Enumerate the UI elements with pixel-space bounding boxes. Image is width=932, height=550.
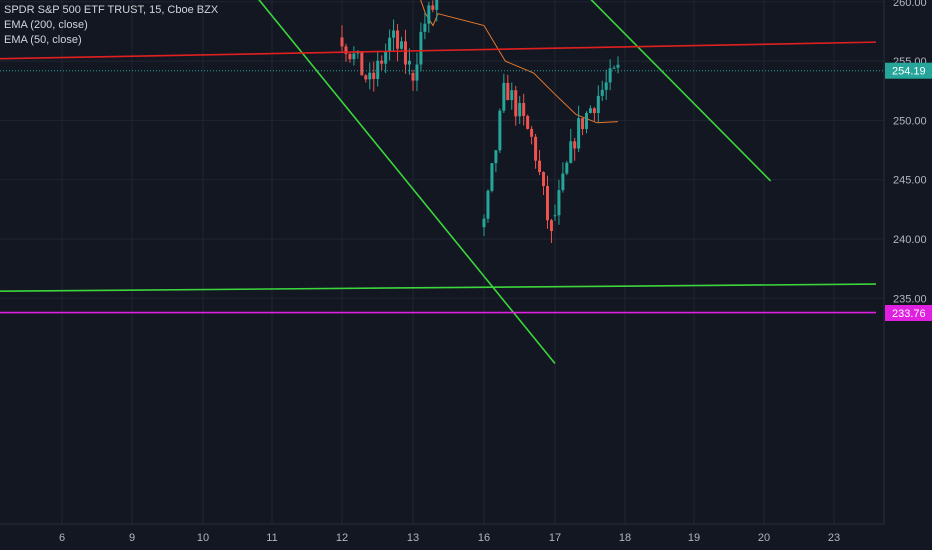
candle-body (392, 30, 396, 38)
upper-trendline[interactable] (0, 0, 772, 182)
candle-body (407, 60, 411, 65)
candle-body (510, 90, 514, 101)
candle-body (561, 173, 565, 191)
green-support[interactable] (0, 283, 877, 292)
candle-body (427, 5, 431, 24)
candle-body (553, 215, 557, 217)
candle-body (596, 95, 600, 114)
candle-body (542, 171, 546, 187)
lower-trendline[interactable] (0, 0, 556, 365)
candle-body (498, 110, 502, 151)
candle-body (419, 31, 423, 65)
candle-body (522, 103, 526, 116)
candle-body (608, 68, 612, 83)
chart-legend: SPDR S&P 500 ETF TRUST, 15, Cboe BZX EMA… (4, 3, 218, 48)
candle-body (396, 30, 400, 49)
candle-body (348, 53, 352, 60)
candle-body (600, 89, 604, 96)
candle-body (368, 72, 372, 80)
candle-body (549, 220, 553, 232)
time-tick-label: 16 (478, 532, 490, 544)
time-tick-label: 18 (619, 532, 631, 544)
time-tick-label: 10 (197, 532, 209, 544)
time-axis[interactable]: 6 9 10 11 12 13 16 17 18 19 20 23 (59, 532, 840, 544)
time-tick-label: 12 (336, 532, 348, 544)
candle-body (372, 72, 376, 80)
candle-body (585, 112, 588, 130)
candle-body (403, 41, 407, 65)
time-tick-label: 11 (266, 532, 277, 544)
symbol-title: SPDR S&P 500 ETF TRUST, 15, Cboe BZX (4, 4, 219, 16)
time-tick-label: 13 (407, 532, 419, 544)
candle-body (435, 0, 439, 10)
time-tick-label: 9 (129, 532, 135, 544)
drawn-lines[interactable] (0, 0, 877, 365)
candle-body (482, 218, 486, 228)
candle-body (411, 72, 415, 81)
candle-body (364, 75, 368, 80)
candle-body (604, 82, 608, 90)
candle-body (577, 118, 581, 149)
candle-body (545, 186, 549, 221)
candle-body (376, 60, 380, 80)
candle-body (530, 128, 534, 137)
time-tick-label: 19 (688, 532, 700, 544)
candle-body (360, 51, 364, 76)
candle-body (612, 67, 616, 69)
candle-body (400, 41, 404, 49)
red-resistance[interactable] (0, 41, 877, 60)
price-tick-label: 250.00 (893, 115, 927, 127)
last-price-badge-bg (885, 62, 932, 79)
magenta-level-badge-text: 233.76 (892, 308, 926, 320)
candle-body (526, 115, 530, 129)
candle-body (569, 141, 573, 163)
price-tick-label: 245.00 (893, 175, 927, 187)
time-tick-label: 6 (59, 532, 65, 544)
candle-body (616, 64, 620, 68)
candle-body (352, 53, 356, 60)
candle-body (415, 64, 419, 81)
candle-body (431, 5, 435, 10)
candle-body (573, 141, 577, 149)
candle-body (502, 82, 506, 111)
price-badges: 254.19 233.76 (885, 62, 932, 322)
candle-body (557, 190, 561, 216)
candle-body (592, 108, 596, 114)
candle-body (581, 118, 585, 130)
magenta-level-badge-bg (885, 305, 932, 322)
candle-body (565, 162, 569, 174)
candles (340, 0, 620, 244)
price-tick-label: 235.00 (893, 293, 927, 305)
time-tick-label: 17 (549, 532, 561, 544)
candle-body (486, 190, 490, 219)
candle-body (340, 37, 344, 47)
time-tick-label: 23 (828, 532, 840, 544)
price-tick-label: 240.00 (893, 234, 927, 246)
candle-body (384, 51, 388, 64)
candle-body (490, 163, 494, 191)
time-tick-label: 20 (758, 532, 770, 544)
candle-body (518, 103, 522, 117)
candle-body (514, 90, 518, 117)
candle-body (344, 46, 348, 54)
candle-body (534, 136, 538, 161)
candle-body (506, 82, 510, 101)
indicator-ema-50[interactable]: EMA (50, close) (4, 34, 82, 46)
candle-body (388, 37, 392, 52)
candle-body (380, 60, 384, 64)
candle-body (423, 23, 427, 32)
indicator-ema-200[interactable]: EMA (200, close) (4, 19, 88, 31)
last-price-badge-text: 254.19 (892, 66, 926, 78)
candle-body (588, 108, 592, 113)
price-tick-label: 260.00 (893, 0, 927, 9)
candle-body (538, 160, 542, 172)
candle-body (494, 150, 498, 164)
